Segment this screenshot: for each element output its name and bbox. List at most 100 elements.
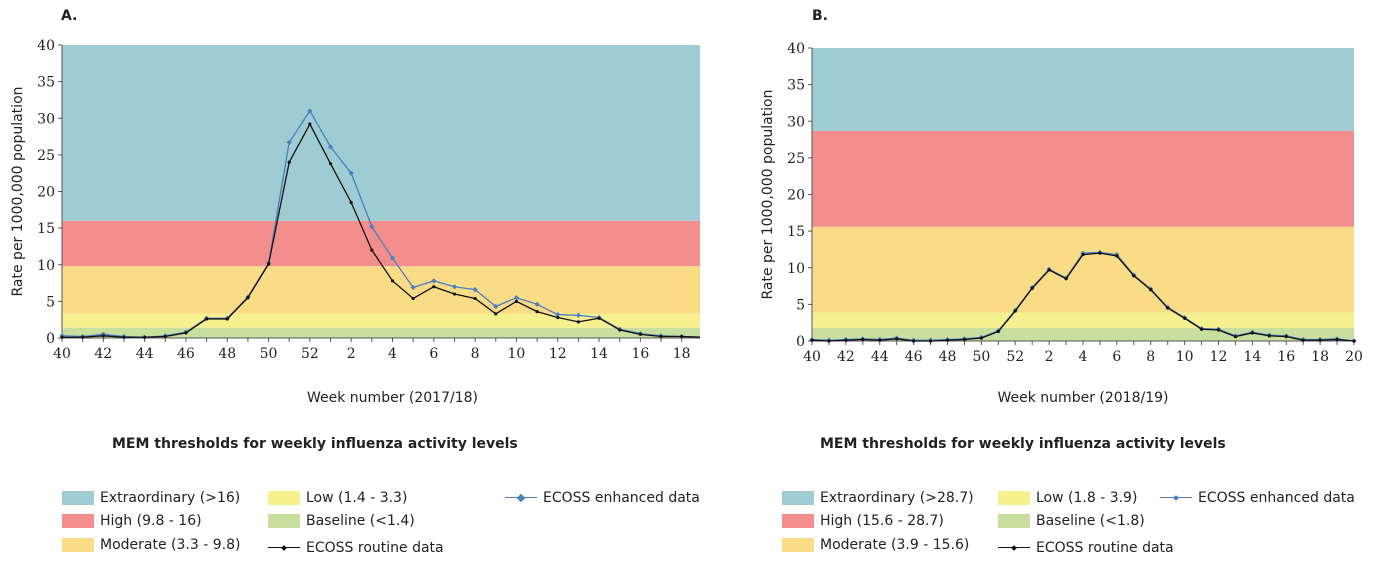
data-point-enhanced	[348, 170, 354, 176]
legend-label: Baseline (<1.4)	[306, 513, 415, 529]
band-low	[62, 313, 700, 328]
data-point-routine	[452, 292, 457, 296]
swatch-moderate	[782, 538, 814, 552]
data-point-enhanced	[513, 295, 520, 301]
data-point-routine	[1216, 328, 1221, 332]
data-point-routine	[473, 296, 477, 301]
x-tick-label: 20	[1345, 349, 1363, 365]
x-axis-label: Week number (2017/18)	[307, 390, 478, 406]
data-point-routine	[535, 310, 539, 314]
legend-label: ECOSS routine data	[1036, 540, 1174, 556]
y-axis-label: Rate per 1000,000 population	[760, 89, 776, 299]
data-point-routine	[979, 336, 983, 340]
data-point-routine	[432, 285, 436, 289]
data-point-routine	[827, 339, 831, 343]
data-point-routine	[1064, 277, 1068, 281]
data-point-enhanced	[327, 144, 334, 150]
data-point-routine	[101, 334, 105, 338]
legend-label: Extraordinary (>28.7)	[820, 490, 974, 506]
legend-a-enhanced: ECOSS enhanced data	[505, 490, 700, 506]
data-point-enhanced	[534, 301, 540, 307]
legend-a-low: Low (1.4 - 3.3)	[268, 490, 407, 506]
x-tick-label: 2	[347, 346, 356, 362]
x-tick-label: 16	[1277, 349, 1295, 365]
data-point-routine	[1030, 286, 1034, 290]
x-tick-label: 12	[1210, 349, 1228, 365]
data-point-routine	[1132, 274, 1136, 278]
legend-label: ECOSS enhanced data	[543, 490, 700, 506]
x-tick-label: 2	[1045, 349, 1054, 365]
routine-line-swatch	[268, 541, 300, 555]
y-tick-label: 35	[787, 78, 805, 94]
legend-b-extraordinary: Extraordinary (>28.7)	[782, 490, 974, 506]
data-point-enhanced	[389, 255, 396, 261]
y-axis-label: Rate per 1000,000 population	[10, 86, 26, 296]
x-tick-label: 10	[508, 346, 526, 362]
data-point-enhanced	[431, 278, 437, 284]
panel-a-letter: A.	[61, 8, 78, 24]
data-point-routine	[996, 329, 1000, 334]
y-tick-label: 0	[46, 331, 55, 347]
data-point-routine	[1335, 337, 1339, 342]
legend-label: ECOSS routine data	[306, 540, 444, 556]
data-point-routine	[1301, 338, 1305, 342]
x-tick-label: 6	[429, 346, 438, 362]
data-point-routine	[912, 339, 916, 343]
legend-b-moderate: Moderate (3.9 - 15.6)	[782, 537, 969, 553]
swatch-high	[782, 514, 814, 528]
y-tick-label: 25	[37, 148, 55, 164]
x-tick-label: 8	[471, 346, 480, 362]
x-tick-label: 18	[1311, 349, 1329, 365]
y-tick-label: 15	[787, 224, 805, 240]
data-point-routine	[1199, 327, 1204, 331]
band-baseline	[62, 327, 700, 338]
data-point-routine	[163, 334, 167, 339]
x-tick-label: 4	[1079, 349, 1088, 365]
data-point-routine	[618, 328, 622, 332]
data-point-routine	[1098, 251, 1102, 255]
data-point-enhanced	[575, 312, 582, 318]
y-tick-label: 0	[796, 334, 805, 350]
x-tick-label: 14	[1243, 349, 1261, 365]
x-tick-label: 44	[136, 346, 154, 362]
x-tick-label: 16	[631, 346, 649, 362]
legend-b-enhanced: ECOSS enhanced data	[1160, 490, 1355, 506]
x-tick-label: 44	[871, 349, 889, 365]
legend-a-routine: ECOSS routine data	[268, 540, 444, 556]
swatch-baseline	[268, 514, 300, 528]
swatch-moderate	[62, 538, 94, 552]
data-point-routine	[287, 160, 291, 164]
enhanced-line-swatch	[505, 491, 537, 505]
data-point-routine	[962, 337, 967, 342]
data-point-routine	[1352, 339, 1356, 343]
x-tick-label: 6	[1112, 349, 1121, 365]
y-tick-label: 5	[46, 294, 55, 310]
data-point-routine	[597, 316, 601, 320]
legend-a-moderate: Moderate (3.3 - 9.8)	[62, 537, 240, 553]
legend-label: High (9.8 - 16)	[100, 513, 202, 529]
data-point-routine	[60, 335, 64, 339]
data-point-routine	[680, 334, 684, 339]
data-point-routine	[308, 122, 312, 126]
enhanced-line-swatch	[1160, 491, 1192, 505]
legend-a-baseline: Baseline (<1.4)	[268, 513, 415, 529]
data-point-routine	[328, 162, 333, 166]
band-extraordinary	[62, 45, 700, 221]
data-point-routine	[411, 296, 415, 301]
x-tick-label: 46	[905, 349, 923, 365]
data-point-routine	[122, 335, 126, 339]
x-tick-label: 18	[673, 346, 691, 362]
legend-label: Moderate (3.3 - 9.8)	[100, 537, 241, 553]
data-point-enhanced	[493, 303, 499, 310]
y-tick-label: 20	[787, 188, 805, 204]
legend-label: ECOSS enhanced data	[1198, 490, 1355, 506]
legend-label: High (15.6 - 28.7)	[820, 513, 944, 529]
band-moderate	[812, 226, 1354, 313]
band-extraordinary	[812, 48, 1354, 131]
data-point-routine	[266, 262, 271, 266]
data-point-routine	[1233, 335, 1238, 339]
routine-line-swatch	[998, 541, 1030, 555]
y-tick-label: 10	[37, 258, 55, 274]
